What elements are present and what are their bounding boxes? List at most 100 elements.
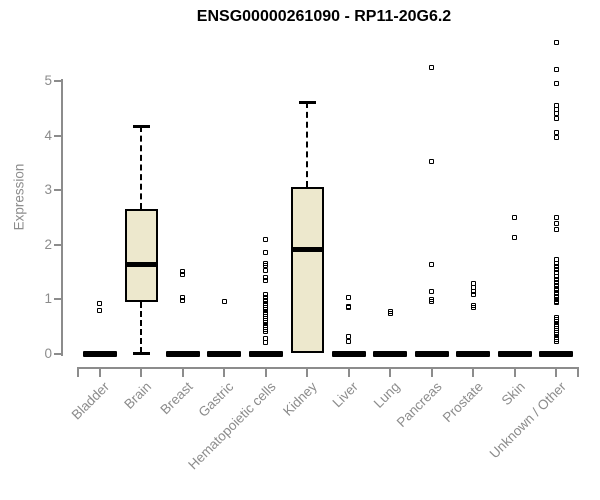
x-tick	[389, 367, 392, 377]
y-tick-label: 2	[44, 236, 52, 252]
outlier-point	[553, 66, 559, 72]
collapsed-box	[414, 350, 449, 357]
outlier-point	[263, 274, 269, 280]
x-tick-label-text: Skin	[498, 379, 528, 409]
collapsed-box	[207, 350, 242, 357]
outlier-point	[553, 80, 559, 86]
x-tick	[140, 367, 143, 377]
outlier-point	[263, 329, 269, 335]
y-tick-label: 0	[44, 345, 52, 361]
lower-whisker-cap	[132, 352, 150, 355]
outlier-point	[346, 295, 352, 301]
y-tick-label: 1	[44, 291, 52, 306]
x-tick-label-text: Prostate	[439, 379, 486, 426]
outlier-point	[553, 273, 559, 279]
outlier-point	[263, 267, 269, 273]
outlier-point	[180, 298, 186, 304]
outlier-point	[512, 214, 518, 220]
outlier-point	[553, 291, 559, 297]
outlier-point	[429, 159, 435, 165]
outlier-point	[553, 215, 559, 221]
chart-title: ENSG00000261090 - RP11-20G6.2	[196, 8, 452, 25]
outlier-point	[470, 281, 476, 287]
outlier-point	[346, 334, 352, 340]
outlier-point	[512, 235, 518, 241]
outlier-point	[553, 300, 559, 306]
collapsed-box	[539, 350, 574, 357]
outlier-point	[263, 298, 269, 304]
outlier-point	[263, 292, 269, 298]
outlier-point	[429, 299, 435, 305]
outlier-point	[553, 267, 559, 273]
outlier-point	[97, 307, 102, 313]
collapsed-box	[373, 350, 408, 357]
outlier-point	[553, 226, 559, 232]
x-axis-end-tick	[576, 367, 579, 377]
outlier-point	[553, 276, 559, 282]
x-axis-line	[78, 367, 579, 369]
outlier-point	[429, 296, 435, 302]
box	[290, 187, 324, 354]
outlier-point	[553, 221, 559, 227]
outlier-point	[470, 292, 476, 298]
y-tick-label: 4	[44, 127, 52, 143]
outlier-point	[263, 277, 269, 283]
outlier-point	[263, 249, 269, 255]
x-tick-label-text: Lung	[371, 379, 403, 411]
outlier-point	[553, 282, 559, 288]
x-tick	[555, 367, 558, 377]
outlier-point	[553, 339, 559, 344]
median-line	[124, 262, 158, 268]
upper-whisker	[306, 101, 309, 188]
upper-whisker-cap	[298, 100, 316, 104]
collapsed-box	[331, 350, 366, 357]
x-tick-label-text: Brain	[120, 379, 154, 412]
outlier-point	[553, 285, 559, 291]
outlier-point	[97, 300, 102, 306]
outlier-point	[429, 262, 435, 268]
x-tick-label-text: Kidney	[279, 379, 320, 419]
collapsed-box	[165, 350, 200, 357]
outlier-point	[553, 293, 559, 299]
x-tick	[513, 367, 516, 377]
x-tick-label-text: Breast	[156, 379, 196, 418]
outlier-point	[346, 339, 352, 344]
x-tick	[181, 367, 184, 377]
outlier-point	[221, 299, 227, 305]
lower-whisker	[140, 301, 143, 354]
x-tick-label-text: Gastric	[195, 379, 237, 420]
y-tick	[54, 80, 61, 82]
x-tick	[223, 367, 226, 377]
y-tick	[54, 243, 61, 246]
upper-whisker-cap	[132, 125, 150, 129]
outlier-point	[180, 271, 186, 277]
outlier-point	[553, 280, 559, 286]
x-tick	[430, 367, 433, 377]
x-tick	[347, 367, 350, 377]
outlier-point	[263, 295, 269, 301]
x-tick-label-text: Pancreas	[393, 379, 445, 430]
collapsed-box	[248, 350, 283, 357]
y-tick-label: 3	[44, 182, 52, 197]
outlier-point	[553, 257, 559, 263]
outlier-point	[387, 309, 393, 315]
x-tick-label-text: Unknown / Other	[486, 379, 570, 462]
x-tick	[264, 367, 267, 377]
outlier-point	[263, 236, 269, 242]
outlier-point	[553, 288, 559, 294]
y-tick	[54, 298, 61, 300]
x-axis-end-tick	[77, 367, 80, 377]
outlier-point	[553, 263, 559, 269]
outlier-point	[180, 269, 186, 275]
collapsed-box	[82, 350, 117, 357]
x-tick	[472, 367, 475, 377]
y-axis-line	[61, 79, 63, 356]
upper-whisker	[140, 126, 143, 210]
box	[124, 209, 158, 302]
y-tick-label: 5	[44, 73, 52, 88]
outlier-point	[553, 260, 559, 266]
y-tick	[54, 134, 61, 137]
outlier-point	[553, 115, 559, 121]
outlier-point	[553, 129, 559, 135]
